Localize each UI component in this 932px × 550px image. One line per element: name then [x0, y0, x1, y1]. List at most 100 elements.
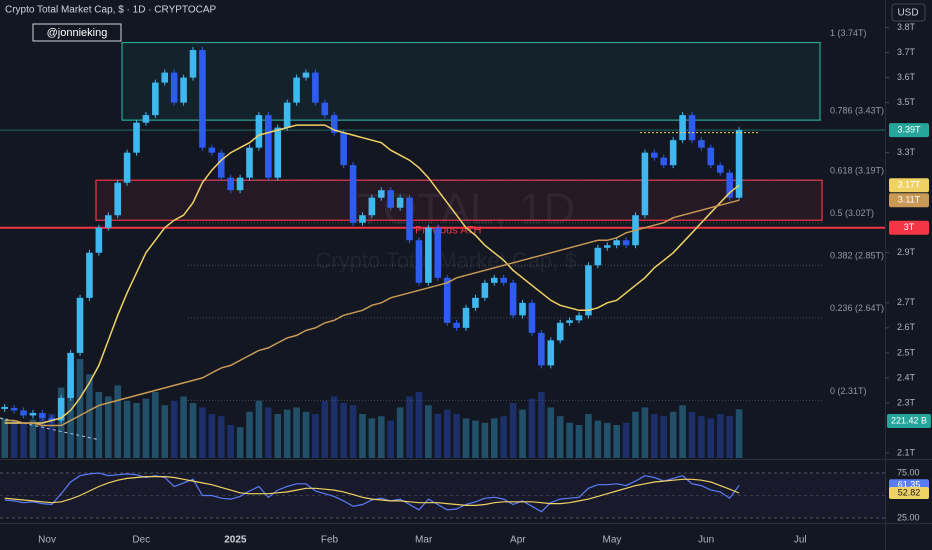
volume-bar: [509, 403, 517, 458]
volume-bar: [443, 409, 451, 458]
volume-bar: [406, 396, 413, 458]
volume-bar: [236, 427, 244, 458]
volume-bar: [585, 414, 592, 458]
level-label: Previous ATH: [415, 225, 481, 237]
rsi-tick-label: 75.00: [897, 467, 920, 477]
volume-bar: [340, 403, 347, 458]
volume-bar: [180, 396, 187, 458]
rsi-label: 61.35: [898, 480, 921, 490]
volume-bar: [349, 405, 357, 458]
x-tick-label: May: [603, 535, 622, 546]
volume-bar: [10, 420, 18, 458]
volume-bar: [123, 400, 131, 458]
volume-bar: [538, 392, 545, 458]
rsi-band: [0, 472, 885, 519]
plot-layer: 1 (3.74T) 0.786 (3.43T) 0.618 (3.19T) 0.5 (…: [0, 22, 931, 546]
y-tick-label: 2.4T: [897, 372, 916, 382]
volume-bar: [104, 396, 112, 458]
volume-bar: [86, 374, 93, 458]
volume-bar: [556, 416, 564, 458]
volume-bar: [283, 409, 291, 458]
volume-bar: [170, 400, 178, 458]
rsi-label: 52.82: [898, 487, 921, 497]
author-box: [32, 23, 122, 42]
volume-bar: [208, 414, 216, 458]
currency[interactable]: USD: [897, 8, 918, 19]
currency-button[interactable]: [891, 3, 926, 22]
volume-bar: [20, 422, 27, 458]
y-tick-label: 2.6T: [897, 322, 916, 332]
rsi-tick-label: 25.00: [897, 512, 920, 522]
volume-bar: [29, 419, 37, 458]
rsi-line: [4, 472, 740, 513]
x-tick-label: Dec: [132, 535, 150, 546]
y-tick-label: 3.5T: [897, 97, 916, 107]
volume-bar: [227, 425, 234, 458]
volume-bar: [651, 414, 658, 458]
volume-bar: [265, 407, 272, 458]
y-tick-label: 3.6T: [897, 72, 916, 82]
volume-bar: [293, 407, 300, 458]
rsi-label-box: [889, 486, 929, 499]
fib-label: 0.236 (2.64T): [830, 303, 884, 313]
volume-bar: [660, 416, 668, 458]
volume-bar: [594, 420, 602, 458]
watermark-name: Crypto Total Market Cap, $: [315, 248, 576, 273]
volume-bar: [114, 385, 121, 458]
y-tick-label: 3.7T: [897, 47, 916, 57]
fib-label: 0.786 (3.43T): [830, 106, 884, 116]
volume-bar: [330, 396, 338, 458]
volume-bar: [133, 403, 140, 458]
volume-bar: [453, 414, 460, 458]
volume-bar: [622, 422, 630, 458]
volume-bar: [707, 418, 715, 458]
volume-bar: [359, 414, 366, 458]
volume-bar: [528, 398, 536, 458]
volume-bar: [735, 409, 743, 458]
x-tick-label: Mar: [415, 535, 433, 546]
volume-bar: [641, 407, 649, 458]
volume-bar: [302, 411, 310, 458]
x-tick-label: Jun: [698, 535, 714, 546]
volume-bar: [396, 407, 404, 458]
volume-bar: [481, 422, 489, 458]
fib-label: 1 (3.74T): [830, 28, 867, 38]
volume-bar: [95, 392, 103, 458]
volume-bar: [669, 411, 677, 458]
volume-bar: [415, 392, 423, 458]
y-tick-label: 3.3T: [897, 147, 916, 157]
fib-label: 0.382 (2.85T): [830, 251, 884, 261]
volume-bar: [142, 398, 150, 458]
volume-bar: [472, 420, 479, 458]
y-tick-label: 3.8T: [897, 22, 916, 32]
price-label: 3T: [904, 222, 915, 232]
volume-bar: [462, 418, 470, 458]
volume-bar: [500, 416, 507, 458]
volume-bar: [199, 407, 206, 458]
volume-bar: [387, 420, 395, 458]
price-label-box: [889, 220, 929, 235]
fib-label: 0.5 (3.02T): [830, 208, 874, 218]
volume-bar: [716, 414, 724, 458]
volume-bar: [490, 418, 498, 458]
volume-bar: [726, 416, 733, 458]
volume-bar: [698, 416, 705, 458]
zone: [121, 41, 821, 121]
price-label-box: [889, 123, 929, 138]
price-label: 3.39T: [897, 125, 921, 135]
volume-label: 221.42 B: [891, 415, 927, 425]
volume-bar: [274, 414, 282, 458]
header-title: Crypto Total Market Cap, $ · 1D · CRYPTO…: [5, 5, 217, 16]
volume-bar: [688, 411, 696, 458]
volume-bar: [1, 418, 9, 458]
trend-line: [0, 417, 101, 441]
price-label-box: [889, 193, 929, 208]
volume-bar: [217, 416, 225, 458]
author: @jonnieking: [47, 27, 108, 39]
volume-bar: [67, 365, 74, 458]
y-tick-label: 2.1T: [897, 447, 916, 457]
price-label-box: [889, 178, 929, 193]
volume-bar: [255, 400, 263, 458]
